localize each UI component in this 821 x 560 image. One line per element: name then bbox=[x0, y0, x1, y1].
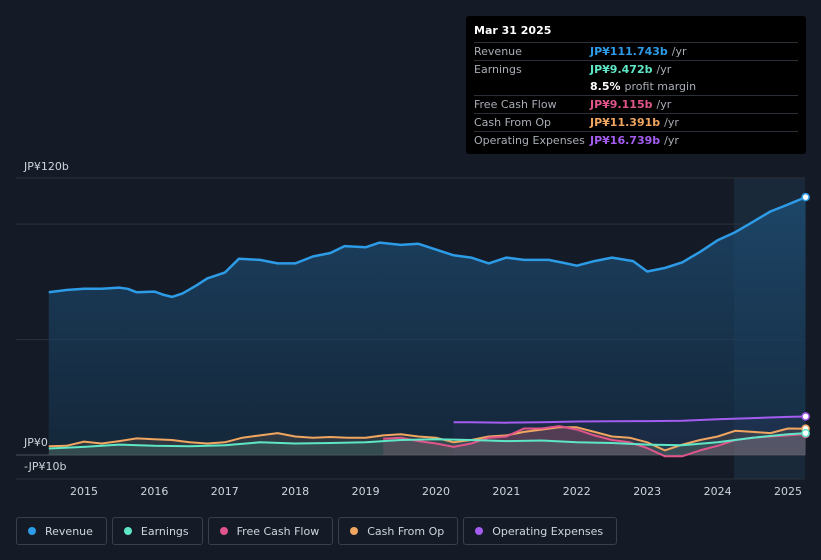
tooltip-date: Mar 31 2025 bbox=[474, 24, 552, 37]
series-lines bbox=[48, 196, 807, 458]
tooltip-row-revenue: Revenue JP¥111.743b /yr bbox=[474, 42, 798, 60]
tooltip-row-opex: Operating Expenses JP¥16.739b /yr bbox=[474, 131, 798, 149]
endpoint-earnings bbox=[801, 428, 810, 438]
tooltip-value: JP¥16.739b bbox=[590, 134, 661, 147]
tooltip-value: JP¥9.472b bbox=[590, 63, 653, 76]
legend-item-earnings[interactable]: Earnings bbox=[111, 517, 203, 545]
legend: Revenue Earnings Free Cash Flow Cash Fro… bbox=[16, 517, 618, 545]
tooltip-unit: /yr bbox=[671, 45, 687, 58]
x-tick-label: 2019 bbox=[352, 485, 380, 498]
endpoint-revenue bbox=[801, 192, 810, 202]
line-operating-expenses bbox=[453, 415, 806, 424]
legend-dot-icon bbox=[28, 527, 36, 535]
legend-label: Free Cash Flow bbox=[236, 524, 320, 538]
legend-dot-icon bbox=[219, 527, 228, 535]
area-revenue bbox=[48, 197, 806, 455]
y-label-top: JP¥120b bbox=[23, 160, 69, 173]
legend-dot-icon bbox=[123, 527, 132, 535]
tooltip-unit: profit margin bbox=[624, 80, 697, 93]
tooltip-row-cfo: Cash From Op JP¥11.391b /yr bbox=[474, 113, 798, 131]
tooltip-unit: /yr bbox=[656, 63, 672, 76]
legend-item-free-cash-flow[interactable]: Free Cash Flow bbox=[207, 517, 334, 545]
tooltip-label: Free Cash Flow bbox=[474, 98, 557, 111]
legend-item-cash-from-op[interactable]: Cash From Op bbox=[338, 517, 459, 545]
endpoint-operating-expenses bbox=[801, 412, 810, 421]
x-tick-label: 2021 bbox=[492, 485, 520, 498]
tooltip-label: Cash From Op bbox=[474, 116, 552, 129]
legend-label: Operating Expenses bbox=[492, 524, 604, 538]
x-tick-label: 2017 bbox=[211, 485, 239, 498]
x-tick-label: 2025 bbox=[774, 485, 802, 498]
legend-dot-icon bbox=[350, 527, 359, 535]
tooltip-row-margin: 8.5% profit margin bbox=[474, 78, 798, 95]
legend-item-operating-expenses[interactable]: Operating Expenses bbox=[463, 517, 618, 545]
legend-item-revenue[interactable]: Revenue bbox=[16, 517, 107, 545]
tooltip-value: JP¥11.391b bbox=[590, 116, 661, 129]
x-tick-label: 2016 bbox=[140, 485, 168, 498]
tooltip-label: Earnings bbox=[474, 63, 522, 76]
tooltip-panel: Mar 31 2025 Revenue JP¥111.743b /yr Earn… bbox=[466, 16, 806, 154]
x-tick-label: 2024 bbox=[704, 485, 732, 498]
legend-label: Revenue bbox=[45, 524, 93, 538]
line-earnings bbox=[48, 432, 806, 450]
x-tick-label: 2022 bbox=[563, 485, 591, 498]
tooltip-row-earnings: Earnings JP¥9.472b /yr bbox=[474, 60, 798, 78]
area-free-cash-flow bbox=[383, 426, 806, 457]
x-tick-label: 2015 bbox=[70, 485, 98, 498]
tooltip-unit: /yr bbox=[656, 98, 672, 111]
x-tick-label: 2020 bbox=[422, 485, 450, 498]
line-revenue bbox=[48, 196, 807, 299]
series-areas bbox=[48, 197, 806, 457]
legend-dot-icon bbox=[475, 527, 484, 535]
legend-label: Cash From Op bbox=[367, 524, 445, 538]
y-label-bottom: -JP¥10b bbox=[24, 460, 66, 473]
area-earnings bbox=[48, 433, 806, 455]
tooltip-value: JP¥9.115b bbox=[590, 98, 653, 111]
series-endpoints bbox=[801, 192, 810, 439]
x-axis-ticks: 2015 2016 2017 2018 2019 2020 2021 2022 2023 2024… bbox=[70, 485, 802, 498]
tooltip-unit: /yr bbox=[664, 134, 679, 147]
tooltip-label bbox=[474, 78, 590, 95]
tooltip-row-fcf: Free Cash Flow JP¥9.115b /yr bbox=[474, 95, 798, 113]
y-label-zero: JP¥0 bbox=[23, 436, 48, 449]
tooltip-value: 8.5% bbox=[590, 80, 621, 93]
tooltip-label: Operating Expenses bbox=[474, 134, 585, 147]
tooltip-value: JP¥111.743b bbox=[590, 45, 668, 58]
x-tick-label: 2018 bbox=[281, 485, 309, 498]
area-cash-from-op bbox=[48, 427, 806, 455]
legend-label: Earnings bbox=[140, 524, 189, 538]
tooltip-label: Revenue bbox=[474, 45, 522, 58]
tooltip-unit: /yr bbox=[664, 116, 679, 129]
x-tick-label: 2023 bbox=[633, 485, 661, 498]
